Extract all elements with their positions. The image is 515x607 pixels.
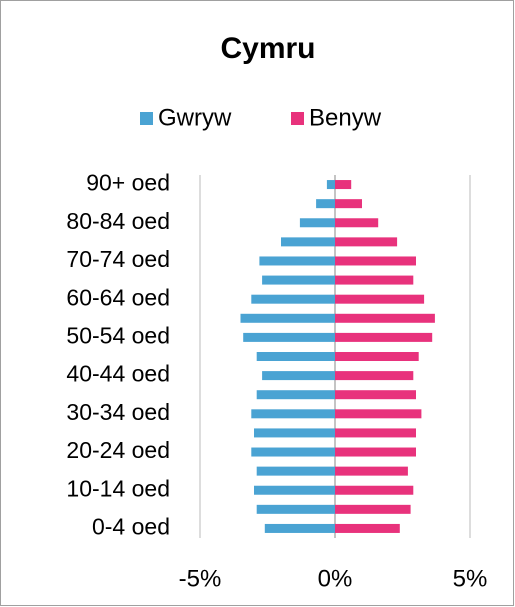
bar (256, 352, 335, 361)
legend-label: Benyw (309, 104, 382, 131)
legend-swatch (140, 112, 153, 125)
x-tick-label: 5% (453, 565, 488, 592)
y-tick-label: 40-44 oed (66, 361, 170, 387)
bar (335, 352, 419, 361)
y-tick-label: 0-4 oed (92, 514, 170, 540)
legend-swatch (291, 112, 304, 125)
bar (335, 485, 414, 495)
bar (251, 447, 335, 457)
bar (259, 256, 335, 266)
bar (240, 313, 335, 323)
bar (335, 294, 425, 304)
bar (326, 180, 335, 190)
bar (335, 313, 435, 323)
bar (262, 275, 335, 285)
bar (256, 466, 335, 476)
bar (251, 409, 335, 419)
bar (335, 237, 398, 247)
bar (335, 371, 414, 381)
bar (335, 447, 416, 457)
y-tick-label: 50-54 oed (66, 322, 170, 348)
bar (254, 485, 335, 495)
bar (335, 390, 416, 400)
bar (335, 256, 416, 266)
bar (335, 332, 433, 342)
bar (243, 332, 335, 342)
y-tick-label: 80-84 oed (66, 208, 170, 234)
legend-label: Gwryw (158, 104, 232, 131)
bar (316, 199, 335, 209)
bar (335, 199, 362, 209)
x-tick-label: 0% (318, 565, 353, 592)
bar (264, 523, 335, 533)
bar (299, 218, 335, 228)
chart-title: Cymru (220, 32, 315, 65)
x-tick-label: -5% (179, 565, 222, 592)
y-tick-label: 90+ oed (86, 170, 170, 196)
bar (335, 180, 352, 190)
legend: Gwryw Benyw (140, 104, 382, 131)
bar (335, 275, 414, 285)
bar (251, 294, 335, 304)
y-tick-label: 70-74 oed (66, 246, 170, 272)
bar (335, 218, 379, 228)
y-tick-label: 10-14 oed (66, 475, 170, 501)
bar (256, 390, 335, 400)
bar (256, 504, 335, 514)
bar (335, 523, 400, 533)
bar (335, 504, 411, 514)
y-tick-label: 60-64 oed (66, 284, 170, 310)
bar (335, 466, 408, 476)
bar (335, 428, 416, 438)
y-tick-label: 20-24 oed (66, 437, 170, 463)
bar (281, 237, 335, 247)
bar (254, 428, 335, 438)
bar (262, 371, 335, 381)
bar (335, 409, 422, 419)
y-tick-label: 30-34 oed (66, 399, 170, 425)
